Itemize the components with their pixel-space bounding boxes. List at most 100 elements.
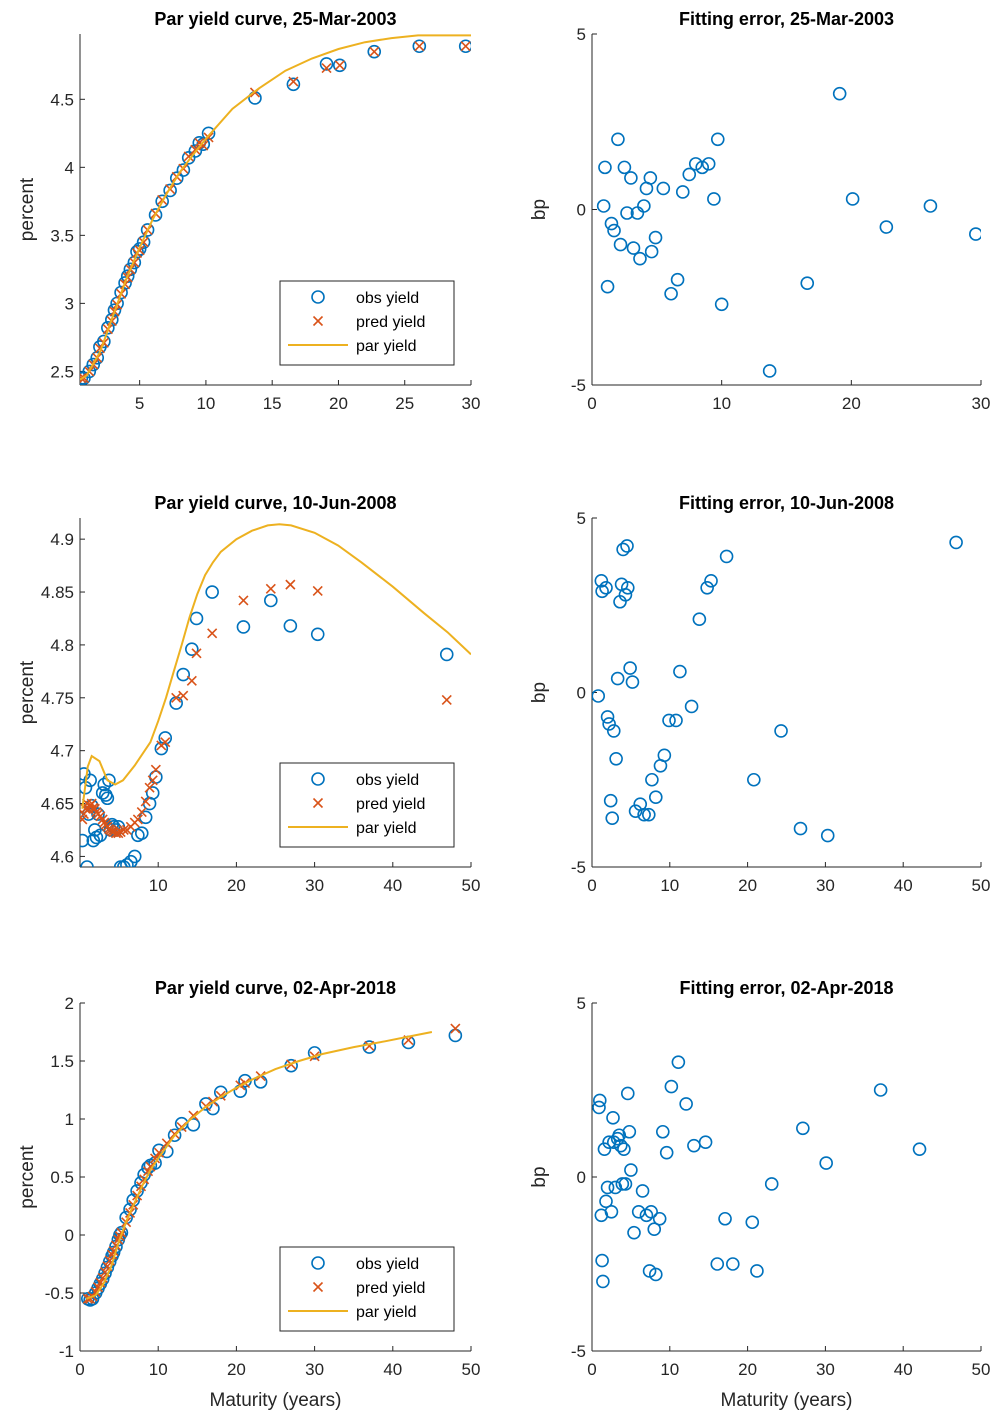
obs-yield-marker — [134, 826, 149, 840]
legend-pred-marker — [312, 315, 324, 327]
pred-yield-marker — [460, 41, 471, 52]
fitting-error-marker — [819, 1156, 833, 1170]
y-tick-label: 1 — [65, 1110, 74, 1129]
fitting-error-marker — [620, 1086, 635, 1101]
y-axis-label: bp — [529, 199, 550, 220]
x-tick-label: 20 — [329, 394, 348, 413]
fitting-error-marker — [606, 1111, 620, 1125]
pred-yield-marker — [150, 764, 161, 775]
y-tick-label: 5 — [577, 509, 586, 528]
fitting-error-marker — [719, 549, 734, 564]
obs-yield-marker — [107, 303, 122, 317]
chart-panel-3: 10 20 30 40 50 4.6 4.65 4.7 4.75 4.8 4.85 4.9 Par yi… — [17, 493, 480, 895]
y-tick-label: 0 — [65, 1226, 74, 1245]
fitting-error-marker — [600, 710, 615, 724]
legend-entry-label: par yield — [356, 338, 416, 355]
fitting-error-marker — [688, 157, 703, 171]
pred-yield-marker — [144, 782, 155, 793]
obs-yield-marker — [101, 321, 115, 335]
fitting-error-marker — [796, 1121, 810, 1136]
y-tick-label: 2 — [65, 994, 74, 1013]
fitting-error-marker — [912, 1142, 927, 1156]
pred-yield-marker — [89, 803, 100, 814]
plot-area — [592, 535, 963, 843]
obs-yield-marker — [412, 39, 427, 54]
obs-yield-marker — [83, 773, 97, 788]
fitting-error-marker — [873, 1083, 888, 1097]
fitting-error-marker — [726, 1257, 740, 1271]
pred-yield-marker — [147, 775, 158, 786]
x-tick-label: 20 — [227, 1360, 246, 1379]
y-tick-label: 4.5 — [50, 90, 74, 109]
fitting-error-marker — [692, 612, 707, 627]
obs-yield-marker — [86, 357, 101, 372]
fitting-error-marker — [701, 157, 716, 171]
fitting-error-marker — [628, 804, 643, 818]
x-tick-label: 10 — [660, 1360, 679, 1379]
fitting-error-marker — [618, 1177, 633, 1191]
legend-box — [279, 762, 455, 848]
legend: obs yield pred yield par yield — [279, 280, 455, 366]
fitting-error-marker — [627, 1225, 641, 1240]
obs-yield-marker — [264, 593, 278, 608]
fitting-error-marker — [625, 675, 640, 689]
obs-yield-marker — [458, 39, 471, 54]
obs-yield-marker — [140, 223, 155, 237]
fitting-error-marker — [620, 539, 634, 553]
pred-yield-marker — [288, 76, 299, 87]
fitting-error-marker — [644, 244, 659, 259]
y-tick-label: 4.6 — [50, 847, 74, 866]
y-tick-label: 4.75 — [41, 689, 74, 708]
fitting-error-marker — [600, 1180, 615, 1195]
x-tick-label: 20 — [842, 394, 861, 413]
obs-yield-marker — [188, 144, 203, 158]
y-axis-label: percent — [17, 660, 38, 724]
obs-yield-marker — [286, 77, 301, 92]
legend-entry-label: pred yield — [356, 1280, 425, 1297]
fitting-error-marker — [670, 272, 685, 287]
obs-yield-marker — [167, 1128, 182, 1143]
fitting-error-marker — [832, 86, 847, 101]
fitting-error-marker — [969, 227, 981, 241]
fitting-error-marker — [745, 1215, 760, 1230]
fitting-error-marker — [923, 199, 938, 213]
pred-yield-marker — [171, 692, 182, 703]
y-tick-label: 4.8 — [50, 636, 74, 655]
obs-yield-marker — [367, 44, 382, 59]
x-tick-label: 0 — [587, 394, 596, 413]
fitting-error-marker — [596, 199, 611, 213]
fitting-error-marker — [698, 1135, 713, 1149]
obs-yield-marker — [307, 1046, 322, 1060]
fitting-error-marker — [598, 160, 612, 175]
x-tick-label: 10 — [712, 394, 731, 413]
y-tick-label: -5 — [571, 858, 586, 877]
fitting-error-marker — [662, 713, 676, 728]
fitting-error-marker — [617, 1142, 631, 1156]
x-tick-label: 0 — [587, 1360, 596, 1379]
fitting-error-marker — [641, 807, 656, 822]
fitting-error-marker — [633, 251, 647, 266]
pred-yield-marker — [97, 814, 108, 825]
fitting-error-marker — [613, 1138, 628, 1153]
obs-yield-marker — [448, 1028, 463, 1043]
fitting-error-marker — [700, 580, 714, 595]
fitting-error-marker — [605, 811, 620, 825]
fitting-error-marker — [623, 661, 637, 675]
x-tick-label: 50 — [462, 876, 481, 895]
legend-box — [279, 280, 455, 366]
chart-panel-5: 0 10 20 30 40 50 -1 -0.5 0 0.5 1 1.5 2 Par yield curv… — [17, 978, 480, 1411]
fitting-error-marker — [656, 181, 671, 196]
x-tick-label: 30 — [305, 1360, 324, 1379]
obs-yield-marker — [205, 585, 219, 599]
y-axis-label: bp — [529, 682, 550, 703]
legend-obs-marker — [311, 1256, 325, 1270]
y-tick-label: 4.65 — [41, 795, 74, 814]
fitting-error-marker — [609, 752, 623, 766]
y-tick-label: 5 — [577, 25, 586, 44]
fitting-error-marker — [592, 1100, 606, 1115]
obs-yield-marker — [332, 58, 347, 73]
x-tick-label: 20 — [738, 1360, 757, 1379]
x-tick-label: 0 — [75, 1360, 84, 1379]
x-tick-label: 10 — [196, 394, 215, 413]
